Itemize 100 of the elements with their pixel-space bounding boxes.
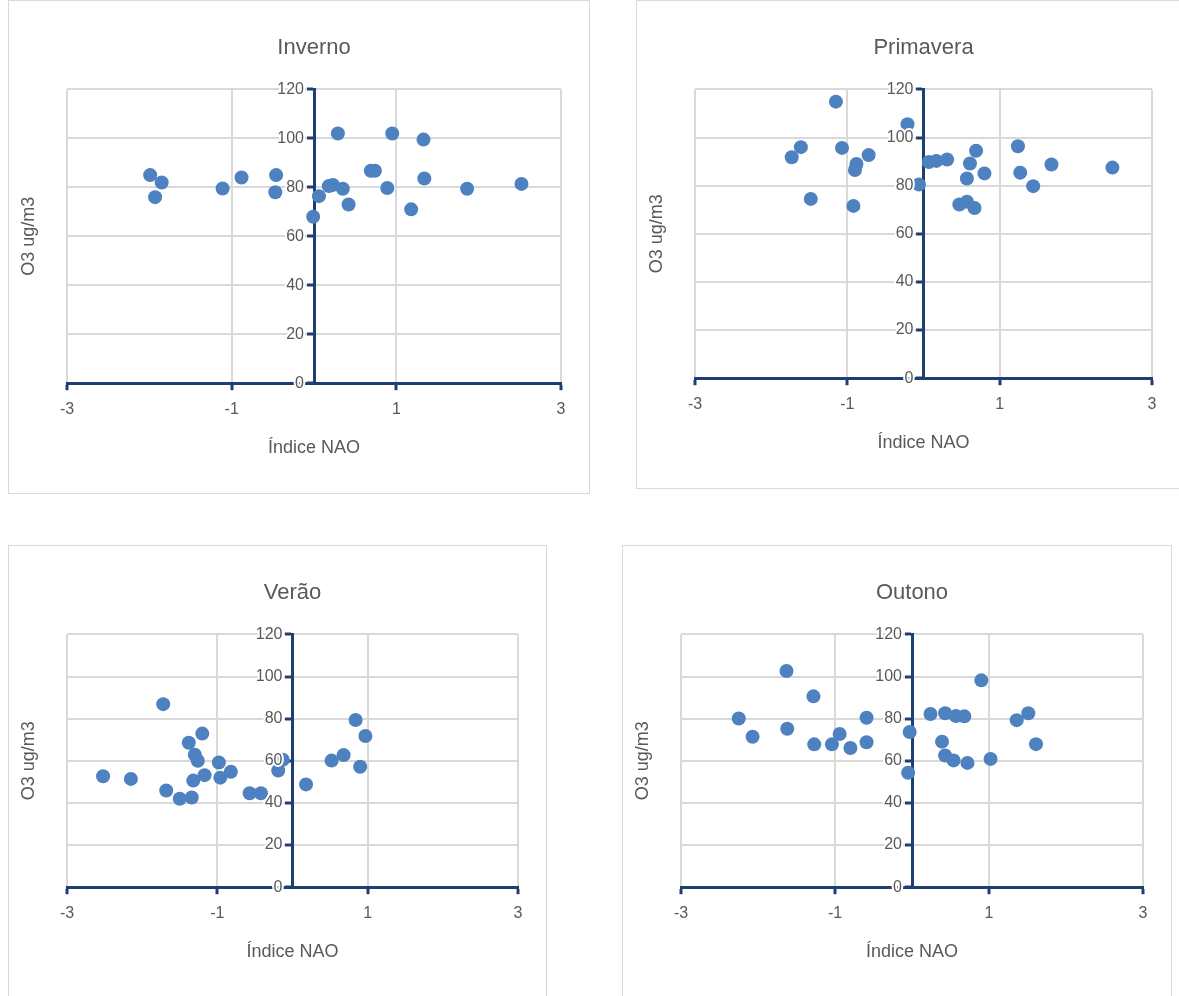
point bbox=[358, 728, 373, 743]
x-tick-label: -3 bbox=[673, 904, 689, 922]
y-tick-label: 80 bbox=[264, 709, 283, 727]
point bbox=[330, 126, 345, 141]
y-tick-label: 100 bbox=[255, 666, 283, 684]
point bbox=[184, 790, 199, 805]
point bbox=[959, 171, 974, 186]
chart-title: Verão bbox=[263, 579, 322, 605]
point bbox=[299, 777, 314, 792]
chart-title: Primavera bbox=[873, 34, 975, 60]
point bbox=[156, 697, 171, 712]
point bbox=[416, 132, 431, 147]
point bbox=[779, 664, 794, 679]
point bbox=[859, 735, 874, 750]
point bbox=[780, 721, 795, 736]
x-tick-label: 3 bbox=[1138, 904, 1148, 922]
point bbox=[923, 707, 938, 722]
point bbox=[946, 753, 961, 768]
point bbox=[957, 709, 972, 724]
point bbox=[1028, 737, 1043, 752]
point bbox=[172, 791, 187, 806]
y-axis-title: O3 ug/m3 bbox=[631, 721, 652, 801]
y-tick-label: 80 bbox=[895, 176, 914, 194]
y-tick-label: 60 bbox=[884, 751, 903, 769]
point bbox=[784, 150, 799, 165]
point bbox=[793, 140, 808, 155]
x-tick-label: -3 bbox=[59, 904, 75, 922]
x-tick-label: -1 bbox=[840, 395, 855, 413]
point bbox=[154, 175, 169, 190]
x-tick-label: 3 bbox=[1147, 395, 1157, 413]
point bbox=[824, 737, 839, 752]
point bbox=[148, 190, 163, 205]
point bbox=[938, 706, 953, 721]
point bbox=[268, 185, 283, 200]
point bbox=[935, 734, 950, 749]
point bbox=[843, 740, 858, 755]
point bbox=[324, 753, 339, 768]
x-tick-label: -3 bbox=[687, 395, 703, 413]
point bbox=[197, 768, 212, 783]
point bbox=[143, 168, 158, 183]
x-tick-label: 1 bbox=[995, 395, 1005, 413]
point bbox=[311, 189, 326, 204]
point bbox=[306, 209, 321, 224]
point bbox=[269, 168, 284, 183]
x-tick-label: 1 bbox=[391, 400, 401, 418]
point bbox=[181, 735, 196, 750]
point bbox=[859, 710, 874, 725]
point bbox=[1013, 165, 1028, 180]
y-tick-label: 100 bbox=[277, 128, 305, 146]
point bbox=[1021, 706, 1036, 721]
point bbox=[211, 755, 226, 770]
point bbox=[969, 143, 984, 158]
y-tick-label: 120 bbox=[277, 79, 305, 97]
x-tick-label: 3 bbox=[556, 400, 566, 418]
x-tick-label: 1 bbox=[984, 904, 994, 922]
point bbox=[967, 201, 982, 216]
point bbox=[861, 148, 876, 163]
point bbox=[223, 764, 238, 779]
point bbox=[1105, 160, 1120, 175]
x-axis-title: Índice NAO bbox=[246, 941, 339, 962]
x-tick-label: 3 bbox=[513, 904, 523, 922]
y-axis-title: O3 ug/m3 bbox=[17, 196, 38, 276]
point bbox=[962, 156, 977, 171]
x-tick-label: -1 bbox=[210, 904, 225, 922]
point bbox=[901, 765, 916, 780]
point bbox=[983, 751, 998, 766]
y-tick-label: 60 bbox=[895, 224, 914, 242]
point bbox=[404, 202, 419, 217]
point bbox=[846, 198, 861, 213]
point bbox=[731, 711, 746, 726]
point bbox=[190, 753, 205, 768]
y-tick-label: 100 bbox=[886, 127, 914, 145]
y-tick-label: 40 bbox=[884, 793, 903, 811]
x-axis-title: Índice NAO bbox=[865, 941, 959, 962]
point bbox=[514, 176, 529, 191]
point bbox=[215, 181, 230, 196]
y-tick-label: 120 bbox=[875, 624, 903, 642]
y-tick-label: 80 bbox=[884, 709, 903, 727]
y-tick-label: 120 bbox=[886, 79, 914, 97]
point bbox=[385, 126, 400, 141]
y-tick-label: 20 bbox=[286, 324, 305, 342]
point bbox=[1010, 139, 1025, 154]
point bbox=[977, 166, 992, 181]
point bbox=[1026, 179, 1041, 194]
x-tick-label: -3 bbox=[59, 400, 75, 418]
point bbox=[1009, 713, 1024, 728]
point bbox=[234, 170, 249, 185]
point bbox=[460, 181, 475, 196]
point bbox=[828, 94, 843, 109]
point bbox=[974, 673, 989, 688]
x-axis-title: Índice NAO bbox=[267, 437, 361, 458]
chart-title: Outono bbox=[875, 579, 949, 605]
point bbox=[803, 191, 818, 206]
chart-title: Inverno bbox=[277, 34, 351, 60]
point bbox=[745, 729, 760, 744]
point bbox=[960, 755, 975, 770]
x-tick-label: -1 bbox=[224, 400, 239, 418]
point bbox=[123, 771, 138, 786]
point bbox=[832, 727, 847, 742]
point bbox=[213, 770, 228, 785]
